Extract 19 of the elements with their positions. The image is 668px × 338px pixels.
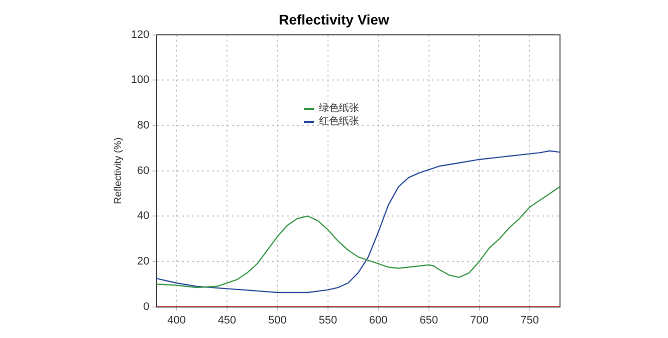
y-tick-label: 60 — [137, 164, 150, 177]
x-tick-label: 450 — [218, 314, 236, 326]
y-tick-label: 40 — [137, 210, 150, 222]
legend-label: 绿色纸张 — [319, 102, 359, 115]
y-tick-label: 120 — [130, 28, 150, 41]
x-tick-label: 500 — [268, 314, 287, 326]
x-tick-label: 600 — [369, 314, 388, 326]
x-tick-label: 750 — [520, 314, 539, 326]
y-tick-label: 80 — [137, 120, 150, 132]
y-tick-label: 100 — [130, 74, 150, 86]
y-tick-label: 0 — [143, 300, 150, 313]
chart-title: Reflectivity View — [278, 11, 390, 28]
x-tick-label: 400 — [167, 314, 186, 326]
x-tick-label: 650 — [420, 314, 438, 326]
legend-label: 红色纸张 — [319, 115, 359, 128]
y-axis-title: Reflectivity (%) — [112, 137, 124, 204]
x-tick-label: 550 — [318, 314, 338, 326]
y-tick-label: 20 — [137, 256, 150, 268]
x-tick-label: 700 — [470, 314, 488, 326]
